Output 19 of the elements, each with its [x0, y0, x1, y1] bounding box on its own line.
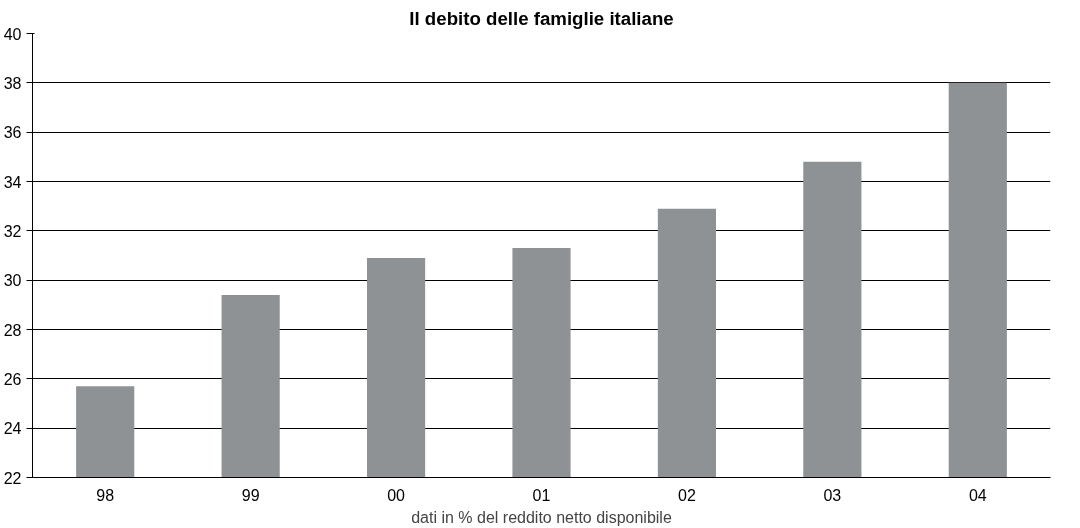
x-tick-label: 98 [96, 486, 115, 504]
y-tick-label: 32 [3, 222, 22, 240]
x-tick-label: 01 [532, 486, 551, 504]
x-tick-label: 04 [968, 486, 987, 504]
y-tick-label: 28 [3, 321, 22, 339]
x-tick-label: 02 [678, 486, 696, 504]
y-tick-label: 40 [3, 25, 22, 43]
y-tick-label: 22 [3, 469, 22, 487]
x-tick-label: 03 [823, 486, 842, 504]
y-tick-label: 34 [3, 173, 22, 191]
y-tick-label: 24 [3, 420, 22, 438]
y-tick-label: 36 [3, 124, 22, 142]
chart-title: Il debito delle famiglie italiane [409, 7, 674, 29]
x-axis-title: dati in % del reddito netto disponibile [411, 508, 672, 526]
x-tick-label: 99 [241, 486, 260, 504]
y-tick-label: 38 [3, 74, 22, 92]
x-tick-label: 00 [387, 486, 406, 504]
y-tick-label: 30 [3, 272, 22, 290]
y-tick-label: 26 [3, 370, 22, 388]
